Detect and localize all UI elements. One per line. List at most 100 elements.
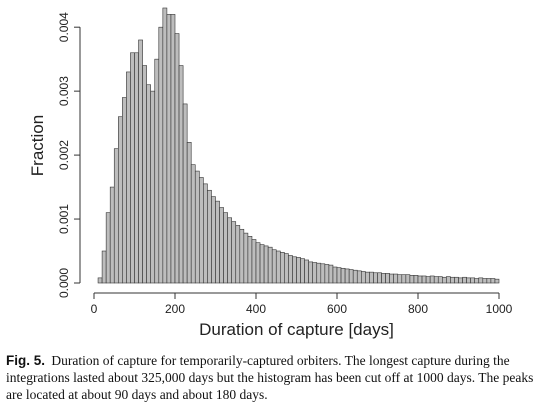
histogram-bar [138,39,143,284]
histogram-bar [231,221,237,284]
histogram-bar [340,267,346,284]
histogram-bar [413,275,419,284]
histogram-bar [397,274,403,284]
histogram-bar [255,242,261,284]
y-tick-label: 0.002 [57,140,71,170]
histogram-bar [271,249,277,284]
histogram-bar [170,14,176,284]
histogram-bar [166,14,172,284]
histogram-bar [146,84,151,284]
histogram-bar [450,276,455,284]
y-tick-label: 0.004 [57,12,71,42]
histogram-bar [474,278,480,284]
histogram-bar [134,52,139,284]
histogram-bar [243,232,249,284]
histogram-bar [142,65,147,284]
histogram-bar [235,225,241,284]
histogram-bar [122,97,127,284]
x-tick-label: 0 [91,302,98,316]
histogram-bar [344,268,350,284]
histogram-bar [263,245,269,284]
histogram-bar [385,273,390,284]
histogram-bar [227,217,232,284]
histogram-bar [219,207,224,284]
x-tick-label: 1000 [486,302,513,316]
histogram-bar [478,277,484,284]
histogram-bar [109,186,115,284]
histogram-bar [178,65,184,284]
histogram-bar [162,7,168,284]
caption-text: Duration of capture for temporarily-capt… [6,353,534,402]
figure-caption: Fig. 5. Duration of capture for temporar… [6,352,534,403]
histogram-bar [312,262,318,284]
histogram-bar [113,148,119,284]
histogram-bar [267,246,273,284]
histogram-bar [308,261,313,284]
histogram-bar [316,262,322,284]
histogram-bar [288,255,293,284]
histogram-bar [130,52,135,284]
histogram-bar [482,278,488,284]
histogram-bar [466,277,471,284]
histogram-bar [429,275,435,284]
histogram-bar [417,275,423,284]
y-tick-label: 0.000 [57,268,71,298]
x-tick-label: 800 [408,302,428,316]
histogram-bar [421,275,427,284]
histogram-bar [199,177,204,284]
histogram-bar [300,258,305,284]
histogram-bar [332,266,338,284]
histogram-bar [454,276,459,284]
histogram-bar [118,116,123,284]
histogram-bar [369,271,374,284]
histogram-bar [207,189,212,284]
histogram-bar [356,270,362,284]
y-tick-label: 0.001 [57,204,71,234]
histogram-bar [194,170,200,284]
x-tick-label: 600 [327,302,347,316]
histogram-bar [215,200,220,284]
histogram-bar [251,239,257,284]
x-tick-label: 200 [165,302,185,316]
histogram-bar [470,277,475,284]
histogram-bar [292,256,297,284]
histogram-bar [275,250,281,284]
histogram-bar [190,164,196,284]
histogram-bar [360,271,366,284]
histogram-bar [441,276,447,284]
histogram-bar [126,71,131,284]
histogram-bar [377,272,382,284]
histogram-bar [304,259,309,284]
histogram-bar [437,276,443,284]
histogram-bar [284,253,289,284]
histogram-bar [352,269,358,284]
figure-label: Fig. 5. [6,353,46,368]
histogram-bar [365,271,370,284]
histogram-bar [328,264,334,284]
histogram-bar [174,33,180,284]
histogram-bar [446,276,451,284]
histogram-bar [101,250,107,284]
histogram-bar [409,275,415,284]
histogram-bars [97,7,500,284]
histogram-bar [458,277,463,284]
histogram-bar [373,272,378,284]
histogram-bar [105,212,111,284]
histogram-bar [405,274,411,284]
histogram-bar [389,273,394,284]
y-axis-ticks: 0.000 0.001 0.002 0.003 0.004 [57,12,80,298]
histogram-bar [158,26,164,284]
histogram-bar [486,278,492,284]
histogram-bar [336,267,342,284]
histogram-bar [223,212,228,284]
y-axis-title: Fraction [28,115,47,176]
histogram-bar [462,276,467,284]
histogram-chart: 0 200 400 600 800 1000 0.0000.0010.0020.0030.… [28,7,513,339]
histogram-bar [490,278,496,284]
y-tick-label: 0.003 [57,76,71,106]
histogram-bar [494,278,500,284]
histogram-bar [211,196,216,284]
histogram-bar [259,244,265,284]
x-tick-label: 400 [246,302,266,316]
histogram-bar [425,276,431,284]
